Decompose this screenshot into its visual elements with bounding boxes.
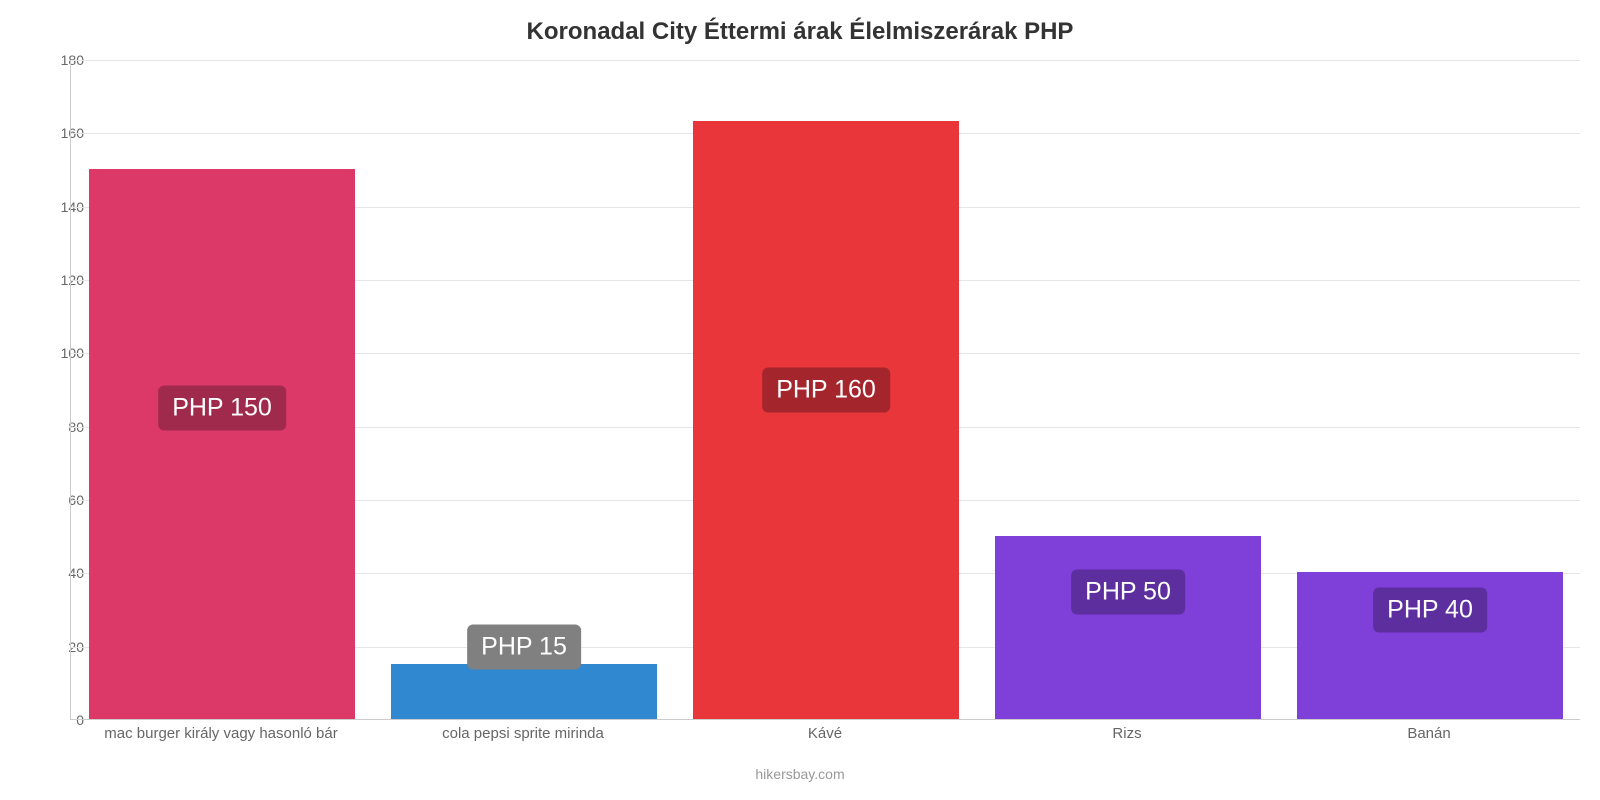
value-label: PHP 50 — [1071, 569, 1185, 614]
credit-text: hikersbay.com — [0, 766, 1600, 782]
x-tick-label: mac burger király vagy hasonló bár — [104, 725, 337, 742]
price-bar-chart: Koronadal City Éttermi árak Élelmiszerár… — [0, 0, 1600, 800]
bar — [693, 121, 959, 719]
gridline — [71, 60, 1580, 61]
bar — [89, 169, 355, 719]
value-label: PHP 160 — [762, 368, 890, 413]
value-label: PHP 15 — [467, 624, 581, 669]
x-tick-label: Banán — [1407, 725, 1450, 742]
value-label: PHP 40 — [1373, 588, 1487, 633]
x-tick-label: cola pepsi sprite mirinda — [442, 725, 604, 742]
x-tick-label: Kávé — [808, 725, 842, 742]
value-label: PHP 150 — [158, 386, 286, 431]
bar — [391, 664, 657, 719]
plot-area: PHP 150 PHP 15 PHP 160 PHP 50 PHP 40 — [70, 60, 1580, 720]
chart-title: Koronadal City Éttermi árak Élelmiszerár… — [0, 0, 1600, 46]
bar — [995, 536, 1261, 719]
x-tick-label: Rizs — [1112, 725, 1141, 742]
